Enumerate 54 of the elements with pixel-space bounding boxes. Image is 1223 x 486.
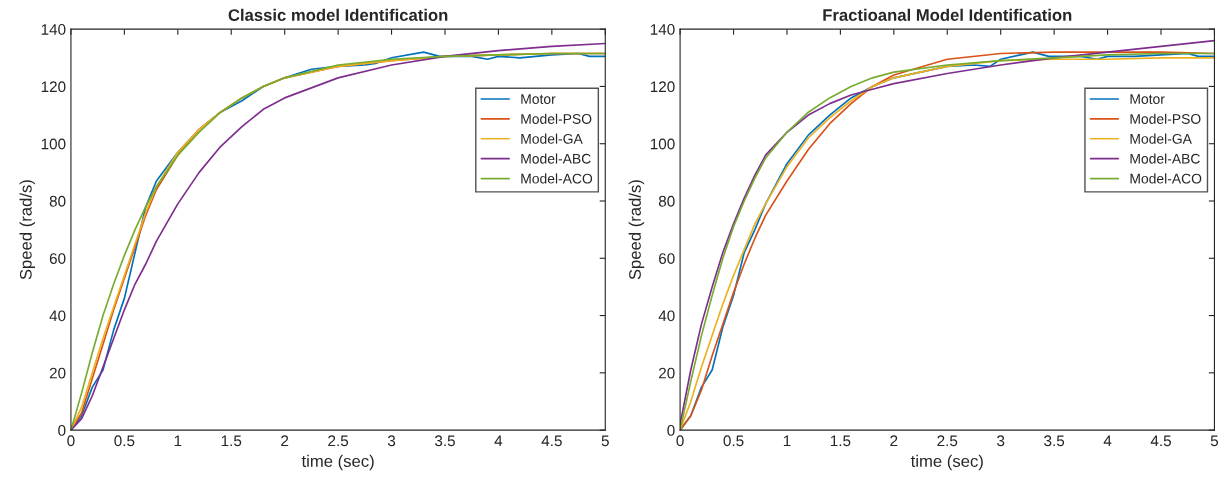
y-axis-title: Speed (rad/s) xyxy=(19,180,36,280)
legend-label: Model-ACO xyxy=(1130,173,1202,184)
y-tick-label: 140 xyxy=(650,24,675,35)
x-tick-label: 3.5 xyxy=(1044,435,1065,447)
legend-label: Model-ACO xyxy=(521,173,593,184)
y-tick-label: 0 xyxy=(667,424,675,436)
chart-title: Classic model Identification xyxy=(228,8,448,21)
legend-label: Model-ABC xyxy=(521,153,591,164)
x-tick-label: 1.5 xyxy=(830,435,851,447)
x-tick-label: 4 xyxy=(494,435,503,447)
x-tick-label: 4.5 xyxy=(541,435,562,447)
y-tick-label: 80 xyxy=(658,195,675,207)
y-tick-label: 120 xyxy=(650,81,675,93)
x-tick-label: 0 xyxy=(676,435,684,447)
y-axis-title: Speed (rad/s) xyxy=(628,180,645,280)
legend-label: Model-ABC xyxy=(1130,153,1200,164)
x-tick-label: 0 xyxy=(67,435,75,447)
y-tick-label: 100 xyxy=(650,138,675,150)
x-tick-label: 2 xyxy=(890,435,898,447)
x-axis-title: time (sec) xyxy=(910,454,983,471)
chart-title: Fractioanal Model Identification xyxy=(823,8,1072,21)
x-tick-label: 3 xyxy=(387,435,396,447)
y-tick-label: 40 xyxy=(658,310,675,322)
x-tick-label: 1.5 xyxy=(221,435,242,447)
y-tick-label: 40 xyxy=(49,310,66,322)
x-tick-label: 2 xyxy=(281,435,289,447)
y-tick-label: 80 xyxy=(49,195,66,207)
x-axis-title: time (sec) xyxy=(301,454,374,471)
x-tick-label: 0.5 xyxy=(723,435,744,447)
x-tick-label: 2.5 xyxy=(328,435,349,447)
y-tick-label: 140 xyxy=(41,24,66,35)
y-tick-label: 100 xyxy=(41,138,66,150)
x-tick-label: 3 xyxy=(997,435,1005,447)
y-tick-label: 120 xyxy=(41,81,66,93)
x-tick-label: 3.5 xyxy=(434,435,455,447)
legend-label: Model-GA xyxy=(1130,133,1192,144)
legend-label: Model-PSO xyxy=(1130,113,1201,124)
x-tick-label: 2.5 xyxy=(937,435,958,447)
legend-label: Model-PSO xyxy=(521,113,592,124)
legend-label: Model-GA xyxy=(521,133,583,144)
y-tick-label: 0 xyxy=(58,424,66,436)
y-tick-label: 20 xyxy=(49,367,66,379)
legend-label: Motor xyxy=(521,94,556,104)
x-tick-label: 1 xyxy=(174,435,182,447)
x-tick-label: 5 xyxy=(1210,435,1219,447)
x-tick-label: 5 xyxy=(601,435,609,447)
x-tick-label: 4 xyxy=(1103,435,1112,447)
x-tick-label: 1 xyxy=(783,435,791,447)
x-tick-label: 0.5 xyxy=(114,435,135,447)
y-tick-label: 60 xyxy=(49,253,66,264)
legend-label: Motor xyxy=(1130,94,1165,104)
x-tick-label: 4.5 xyxy=(1150,435,1171,447)
y-tick-label: 60 xyxy=(659,253,675,264)
y-tick-label: 20 xyxy=(659,367,675,379)
